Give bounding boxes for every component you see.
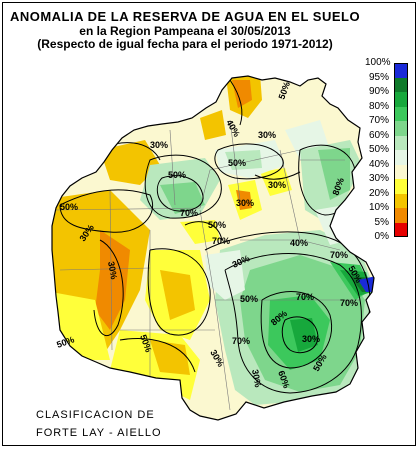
legend-swatch bbox=[394, 135, 408, 150]
contour-label: 30% bbox=[106, 261, 119, 280]
contour-lines bbox=[59, 79, 371, 394]
contour-label: 70% bbox=[330, 250, 348, 260]
legend-label: 0% bbox=[374, 231, 389, 242]
contour-label: 30% bbox=[150, 140, 168, 150]
legend-swatch bbox=[394, 77, 408, 92]
legend-row: 30% bbox=[365, 173, 415, 194]
legend-label: 50% bbox=[368, 144, 389, 155]
legend-swatch bbox=[394, 193, 408, 208]
contour-label: 50% bbox=[168, 170, 186, 180]
classification-credit: CLASIFICACION DE bbox=[36, 409, 155, 421]
legend-swatch bbox=[394, 164, 408, 179]
legend-swatch bbox=[394, 179, 408, 194]
legend-swatch bbox=[394, 63, 408, 78]
legend-row: 100% bbox=[365, 57, 415, 78]
contour-label: 50% bbox=[240, 294, 258, 304]
contour-label: 70% bbox=[340, 298, 358, 308]
legend-label: 80% bbox=[368, 100, 389, 112]
contour-label: 50% bbox=[208, 220, 226, 230]
legend-row: 20% bbox=[365, 187, 415, 208]
legend-swatch bbox=[394, 208, 408, 223]
legend-row: 0% bbox=[365, 231, 415, 246]
legend-row: 70% bbox=[365, 115, 415, 136]
legend-label: 60% bbox=[368, 129, 389, 141]
legend-label: 20% bbox=[368, 187, 389, 199]
contour-label: 70% bbox=[296, 292, 314, 302]
legend-swatch bbox=[394, 106, 408, 121]
legend-row: 60% bbox=[365, 129, 415, 150]
contour-label: 40% bbox=[290, 238, 308, 248]
contour-label: 70% bbox=[232, 336, 250, 346]
legend-label: 100% bbox=[365, 57, 391, 68]
contour-label: 30% bbox=[302, 334, 320, 344]
contour-label: 50% bbox=[60, 202, 78, 212]
legend-row: 90% bbox=[365, 86, 415, 107]
map-title: ANOMALIA DE LA RESERVA DE AGUA EN EL SUE… bbox=[9, 9, 361, 24]
legend-label: 70% bbox=[368, 115, 389, 126]
legend-label: 90% bbox=[368, 86, 389, 97]
legend-row: 5% bbox=[365, 216, 415, 237]
legend-row: 95% bbox=[365, 71, 415, 92]
legend-swatch bbox=[394, 121, 408, 136]
legend-swatch bbox=[394, 222, 408, 237]
map-period-note: (Respecto de igual fecha para el periodo… bbox=[37, 37, 333, 51]
contour-label: 30% bbox=[250, 369, 263, 388]
contour-label: 30% bbox=[258, 130, 276, 140]
contour-label: 30% bbox=[268, 180, 286, 190]
legend-row: 80% bbox=[365, 100, 415, 121]
political-boundaries bbox=[55, 119, 360, 411]
legend-label: 95% bbox=[368, 71, 389, 83]
contour-label: 70% bbox=[212, 236, 230, 246]
legend-swatch bbox=[394, 150, 408, 165]
legend-label: 30% bbox=[368, 173, 389, 184]
legend-row: 10% bbox=[365, 202, 415, 223]
classification-author: FORTE LAY - AIELLO bbox=[36, 427, 162, 439]
contour-label: 50% bbox=[228, 158, 246, 168]
contour-label: 30% bbox=[236, 198, 254, 208]
legend-swatch bbox=[394, 92, 408, 107]
legend-row: 40% bbox=[365, 158, 415, 179]
contour-label: 70% bbox=[180, 208, 198, 218]
map-subtitle-date: en la Region Pampeana el 30/05/2013 bbox=[79, 24, 291, 38]
legend-label: 5% bbox=[374, 216, 389, 228]
legend-label: 40% bbox=[368, 158, 389, 170]
legend-row: 50% bbox=[365, 144, 415, 165]
region-fill bbox=[52, 76, 374, 420]
legend-label: 10% bbox=[368, 202, 389, 213]
